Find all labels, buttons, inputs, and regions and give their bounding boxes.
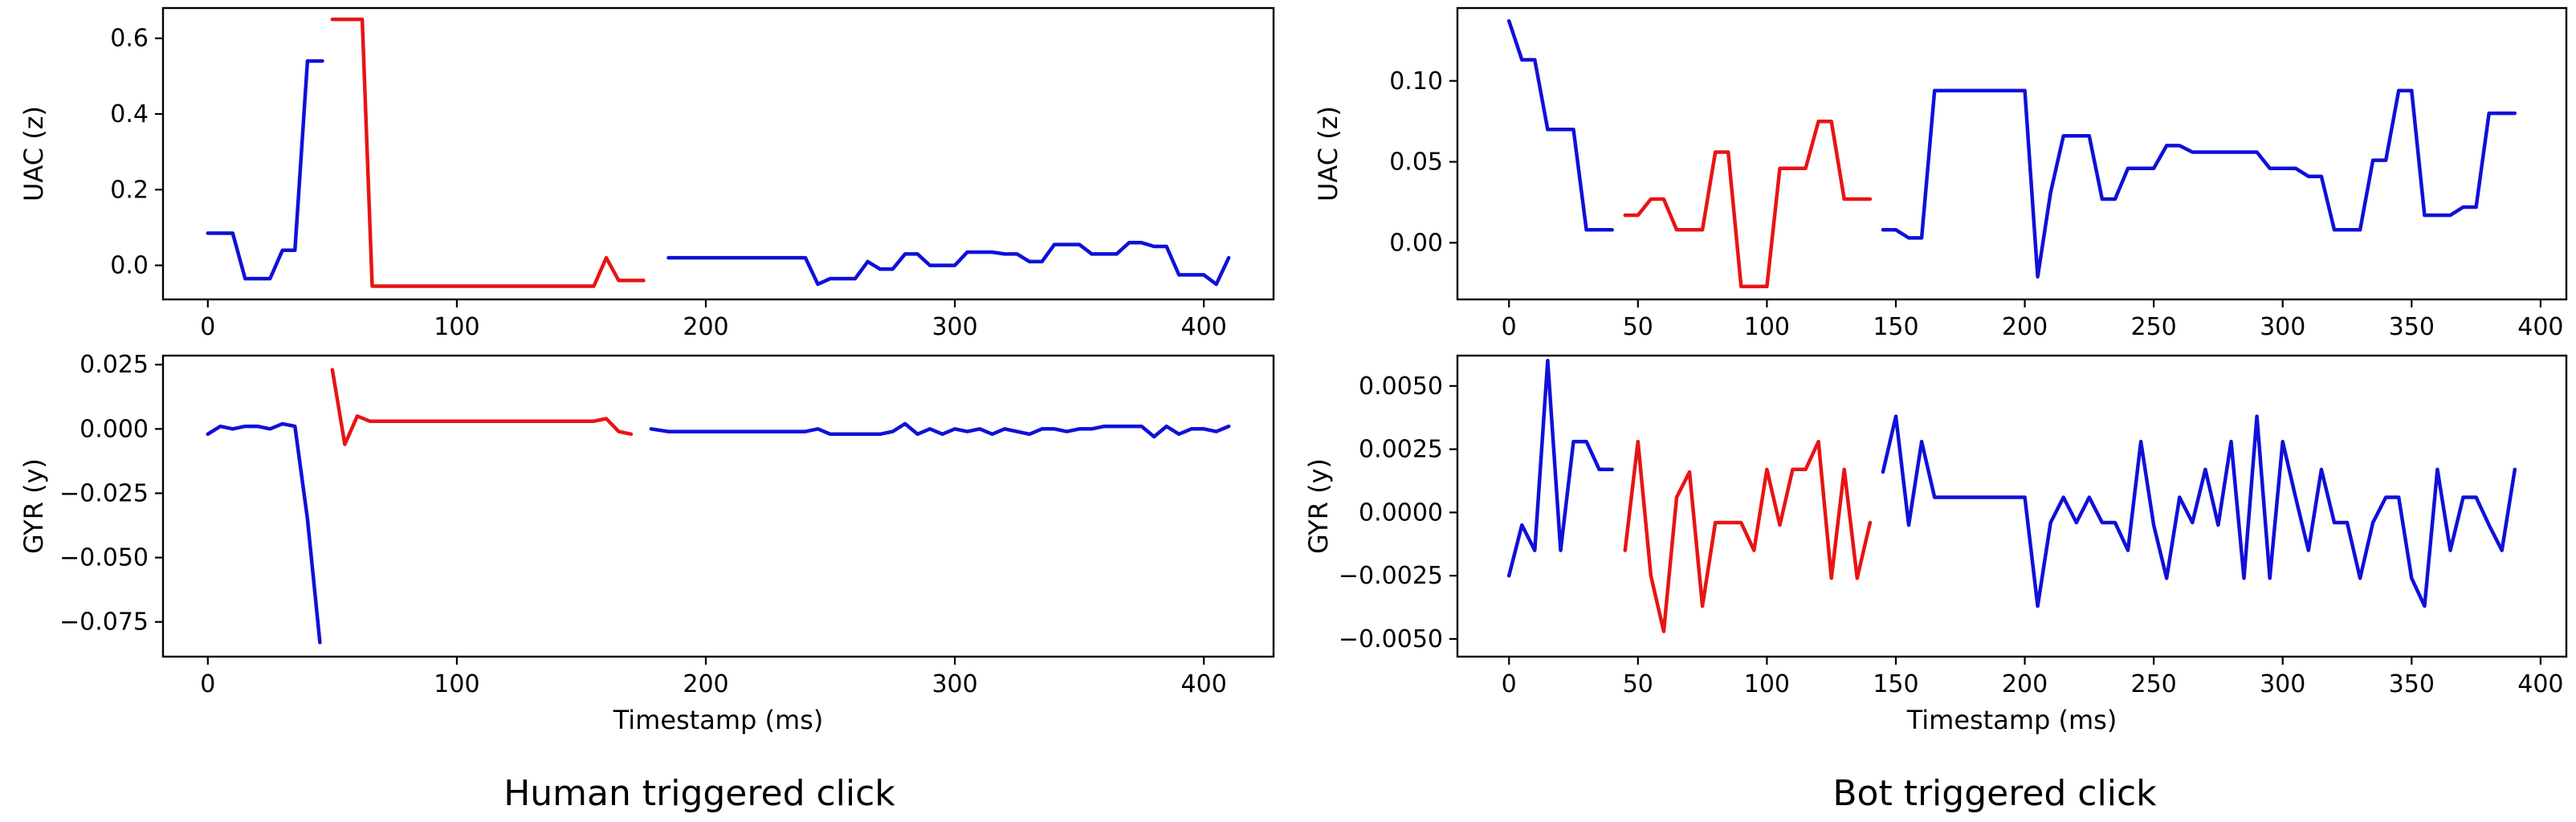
x-tick-label: 250 (2131, 670, 2177, 698)
x-tick-label: 300 (2260, 670, 2305, 698)
x-tick-label: 300 (931, 313, 977, 341)
x-tick-label: 0 (200, 670, 215, 698)
x-tick-label: 150 (1873, 670, 1918, 698)
y-tick-label: 0.0000 (1359, 498, 1443, 527)
y-axis-label: GYR (y) (1303, 458, 1334, 554)
x-axis-label: Timestamp (ms) (613, 705, 824, 735)
series-line-normal-0 (1506, 18, 1614, 232)
y-tick-label: 0.6 (110, 25, 149, 53)
plot-frame (161, 354, 1275, 658)
plot-frame (161, 6, 1275, 301)
x-tick-label: 50 (1623, 670, 1653, 698)
caption-human: Human triggered click (503, 773, 895, 814)
x-tick-label: 400 (1181, 670, 1227, 698)
series-line-click-1 (1623, 439, 1873, 633)
x-tick-label: 300 (2260, 313, 2305, 341)
series-line-click-1 (1623, 119, 1873, 289)
y-tick-label: −0.0050 (1339, 625, 1443, 653)
panel-bot-gyr: 0 50 100 150 200 250 300 350 400 0.0050 0.0025 0.00… (1303, 354, 2568, 735)
x-tick-label: 100 (434, 313, 479, 341)
y-tick-label: −0.025 (59, 479, 149, 507)
y-tick-label: −0.075 (59, 608, 149, 637)
y-tick-label: −0.0025 (1339, 562, 1443, 590)
panel-human-uac: 0 100 200 300 400 0.0 0.2 0.4 0.6 UAC (z) (18, 6, 1275, 341)
plot-frame (1456, 6, 2568, 301)
y-axis-label: UAC (z) (1313, 106, 1343, 201)
x-tick-label: 350 (2389, 313, 2435, 341)
x-tick-label: 150 (1873, 313, 1918, 341)
y-tick-label: 0.00 (1389, 229, 1443, 257)
y-tick-label: 0.0 (110, 252, 149, 280)
x-tick-label: 0 (1502, 313, 1517, 341)
series-line-normal-2 (666, 241, 1231, 287)
series-line-normal-2 (1881, 414, 2517, 608)
x-tick-label: 200 (683, 670, 728, 698)
x-tick-label: 300 (931, 670, 977, 698)
x-tick-label: 400 (2517, 670, 2563, 698)
y-tick-label: 0.10 (1389, 67, 1443, 96)
x-tick-label: 0 (1502, 670, 1517, 698)
y-tick-label: 0.0025 (1359, 436, 1443, 464)
y-tick-label: −0.050 (59, 544, 149, 572)
x-tick-label: 200 (2002, 670, 2048, 698)
series-line-normal-0 (206, 59, 324, 281)
panel-bot-uac: 0 50 100 150 200 250 300 350 400 0.10 0.05 0.00 UAC … (1313, 6, 2568, 341)
x-tick-label: 0 (200, 313, 215, 341)
y-tick-label: 0.2 (110, 176, 149, 204)
x-tick-label: 100 (1744, 313, 1790, 341)
y-tick-label: 0.025 (79, 351, 149, 379)
x-tick-label: 350 (2389, 670, 2435, 698)
x-tick-label: 250 (2131, 313, 2177, 341)
x-tick-label: 200 (683, 313, 728, 341)
y-tick-label: 0.000 (79, 415, 149, 443)
series-line-click-1 (330, 368, 634, 446)
y-tick-label: 0.4 (110, 100, 149, 128)
x-axis-label: Timestamp (ms) (1906, 705, 2117, 735)
x-tick-label: 200 (2002, 313, 2048, 341)
series-line-normal-2 (1881, 88, 2517, 279)
series-line-normal-0 (1506, 359, 1614, 578)
x-tick-label: 100 (434, 670, 479, 698)
caption-bot: Bot triggered click (1832, 773, 2157, 814)
x-tick-label: 400 (1181, 313, 1227, 341)
y-axis-label: GYR (y) (18, 458, 49, 554)
series-line-normal-2 (649, 421, 1231, 439)
series-line-normal-0 (206, 421, 322, 645)
plot-frame (1456, 354, 2568, 658)
series-line-click-1 (330, 17, 646, 288)
y-tick-label: 0.05 (1389, 149, 1443, 177)
y-axis-label: UAC (z) (18, 106, 49, 201)
x-tick-label: 400 (2517, 313, 2563, 341)
x-tick-label: 50 (1623, 313, 1653, 341)
y-tick-label: 0.0050 (1359, 372, 1443, 401)
x-tick-label: 100 (1744, 670, 1790, 698)
panel-human-gyr: 0 100 200 300 400 0.025 0.000 −0.025 −0.050 −0.07… (18, 351, 1275, 735)
